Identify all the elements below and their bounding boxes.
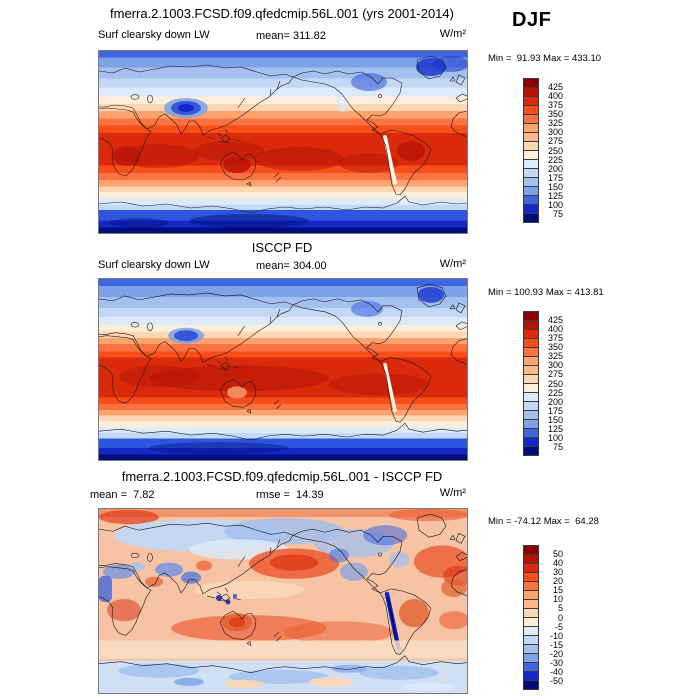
colorbar-tick-label: 325 [547,118,563,129]
variable-label-model: Surf clearsky down LW [98,29,210,41]
colorbar-tick-label: 300 [547,127,563,138]
colorbar-tick-label: 150 [547,181,563,192]
colorbar-tick-label: 425 [547,315,563,326]
colorbar-tick-label: -10 [549,630,563,641]
colorbar-tick-label: 125 [547,423,563,434]
colorbar-tick-label: 15 [552,585,563,596]
colorbar-tick-label: -50 [549,675,563,686]
colorbar-diff: 50 40 30 20 15 10 5 0 -5 -10 -15 -20 -30 -40 -50 [523,545,563,690]
mean-value-diff: mean = 7.82 [90,489,155,501]
colorbar-tick-label: 5 [557,603,563,614]
colorbar-tick-label: 400 [547,91,563,102]
colorbar-tick-label: 200 [547,163,563,174]
colorbar-tick-label: -30 [549,657,563,668]
colorbar-tick-label: 30 [552,567,563,578]
colorbar-tick-label: -20 [549,648,563,659]
mean-value-model: mean= 311.82 [256,30,326,42]
colorbar-tick-label: 325 [547,351,563,362]
colorbar-tick-label: 100 [547,432,563,443]
minmax-label-model: Min = 91.93 Max = 433.10 [488,53,602,64]
colorbar-tick-label: 40 [552,558,563,569]
colorbar-tick-label: 50 [552,549,563,560]
colorbar-tick-label: 75 [552,441,563,452]
colorbar-tick-label: 375 [547,100,563,111]
colorbar-tick-label: 200 [547,396,563,407]
colorbar-tick-label: 150 [547,414,563,425]
colorbar-tick-label: 175 [547,405,563,416]
colorbar-tick-label: 175 [547,172,563,183]
obs-map [98,278,468,461]
season-label: DJF [512,9,552,31]
colorbar-tick-label: 10 [552,594,563,605]
unit-label-diff: W/m² [439,487,466,499]
diff-map-svg [99,509,467,693]
colorbar-tick-label: -40 [549,666,563,677]
colorbar-tick-label: 275 [547,369,563,380]
colorbar-tick-label: 250 [547,378,563,389]
model-map [98,50,468,234]
colorbar-tick-label: 100 [547,199,563,210]
colorbar-tick-label: 400 [547,324,563,335]
model-field-anomalies [109,56,467,228]
colorbar-obs: 425 400 375 350 325 300 275 250 225 200 175 150 125 1… [523,311,563,456]
colorbar-tick-label: 350 [547,109,563,120]
colorbar-tick-label: 300 [547,360,563,371]
colorbar-tick-label: 225 [547,387,563,398]
diff-map [98,508,468,694]
variable-label-obs: Surf clearsky down LW [98,259,210,271]
minmax-label-diff: Min = -74.12 Max = 64.28 [488,516,599,527]
mean-value-obs: mean= 304.00 [256,260,327,272]
unit-label-model: W/m² [439,28,466,40]
diff-field-anomalies [99,509,467,693]
colorbar-box [523,213,539,223]
minmax-label-obs: Min = 100.93 Max = 413.81 [488,287,604,298]
colorbar-tick-label: 375 [547,333,563,344]
obs-map-svg [99,279,467,460]
colorbar-tick-label: -15 [549,639,563,650]
unit-label-obs: W/m² [439,258,466,270]
model-map-svg [99,51,467,233]
rmse-value-diff: rmse = 14.39 [256,489,324,501]
colorbar-tick-label: 275 [547,136,563,147]
page-title: fmerra.2.1003.FCSD.f09.qfedcmip.56L.001 … [110,6,454,21]
colorbar-box [523,446,539,456]
colorbar-tick-label: 0 [557,612,563,623]
colorbar-tick-label: 125 [547,190,563,201]
colorbar-tick-label: 250 [547,145,563,156]
colorbar-tick-label: 225 [547,154,563,165]
diff-title: fmerra.2.1003.FCSD.f09.qfedcmip.56L.001 … [121,469,443,484]
colorbar-tick-label: 425 [547,82,563,93]
obs-field-anomalies [119,286,444,455]
colorbar-tick-label: 350 [547,342,563,353]
colorbar-tick-label: 75 [552,208,563,219]
colorbar-tick-label: -5 [554,621,563,632]
obs-title: ISCCP FD [251,240,313,255]
colorbar-tick-label: 20 [552,576,563,587]
colorbar-box [523,680,539,690]
colorbar-model: 425 400 375 350 325 300 275 250 225 200 175 150 125 1… [523,78,563,223]
